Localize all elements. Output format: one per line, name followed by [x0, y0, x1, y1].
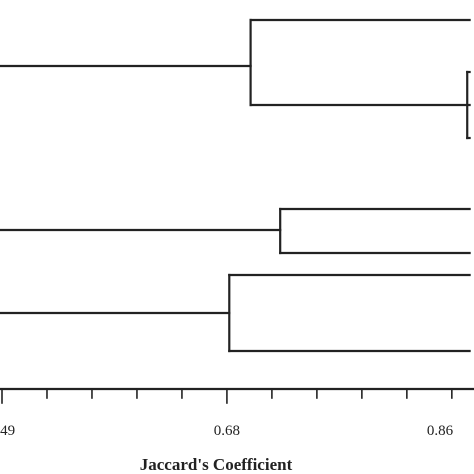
- x-axis: 0.49 0.68 0.86 Jaccard's Coefficient: [0, 387, 474, 474]
- x-tick-label: 0.86: [427, 423, 454, 439]
- x-axis-ticks: [1, 388, 453, 404]
- x-axis-title: Jaccard's Coefficient: [140, 455, 293, 474]
- x-tick-label: 0.49: [0, 423, 15, 439]
- x-tick-label: 0.68: [214, 423, 240, 439]
- dendrogram-branches: [0, 18, 471, 353]
